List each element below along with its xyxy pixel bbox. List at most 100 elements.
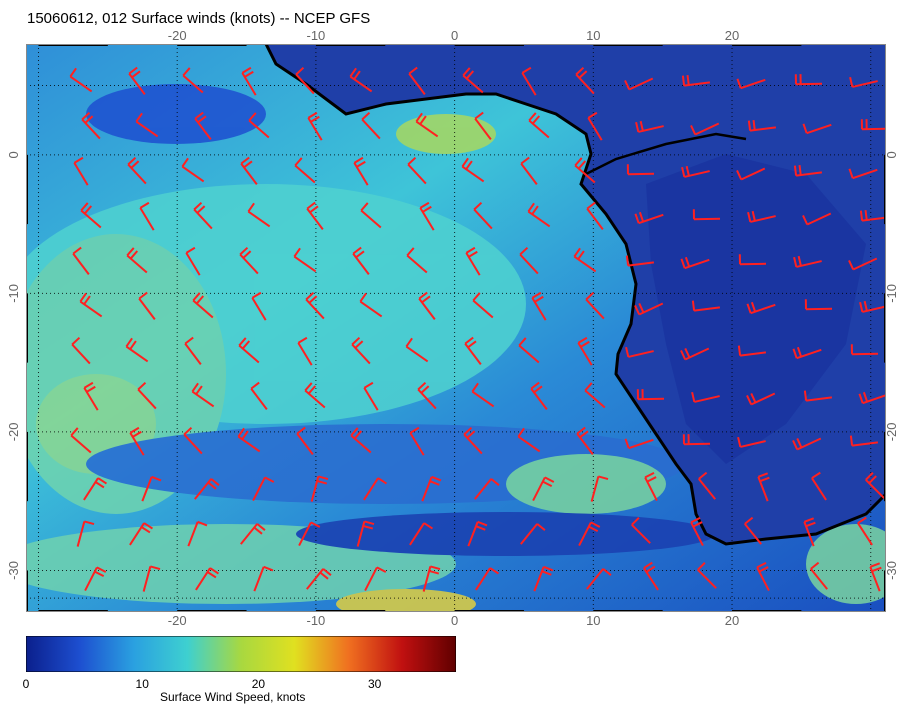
wind-barb bbox=[79, 292, 103, 318]
wind-barb bbox=[125, 337, 149, 363]
wind-barb bbox=[517, 427, 541, 453]
wind-barb bbox=[238, 337, 260, 364]
wind-barb bbox=[405, 337, 429, 363]
wind-barb bbox=[527, 202, 551, 228]
wind-barb bbox=[250, 381, 268, 410]
colorbar-label-text: Surface Wind Speed, knots bbox=[160, 690, 306, 704]
wind-barb bbox=[624, 438, 654, 450]
wind-barb bbox=[794, 74, 823, 86]
wind-barb bbox=[73, 156, 89, 186]
wind-barb bbox=[802, 212, 832, 226]
wind-barb bbox=[644, 471, 658, 502]
wind-barb bbox=[350, 427, 372, 454]
wind-barb bbox=[195, 567, 220, 591]
wind-barb bbox=[736, 78, 766, 90]
wind-barb bbox=[869, 562, 882, 592]
colorbar-tick: 0 bbox=[23, 677, 30, 691]
wind-barb bbox=[473, 201, 493, 230]
lat-tick-right: -20 bbox=[884, 423, 899, 442]
lat-tick-left: 0 bbox=[6, 151, 21, 158]
wind-speed-field bbox=[26, 84, 886, 612]
wind-barb bbox=[464, 336, 482, 365]
colorbar bbox=[26, 636, 456, 672]
wind-barb bbox=[138, 291, 156, 320]
wind-barb bbox=[691, 391, 720, 403]
wind-barb bbox=[691, 300, 721, 312]
wind-barb bbox=[135, 112, 159, 138]
wind-barb bbox=[680, 256, 710, 270]
wind-barb bbox=[352, 246, 370, 275]
wind-barb bbox=[187, 520, 208, 547]
wind-barb bbox=[252, 476, 275, 502]
wind-barb bbox=[83, 381, 99, 411]
wind-barb bbox=[635, 120, 664, 133]
wind-barb bbox=[746, 301, 776, 315]
wind-barb bbox=[141, 475, 162, 502]
wind-barb bbox=[848, 257, 878, 271]
wind-barb bbox=[363, 477, 388, 501]
wind-barb bbox=[253, 565, 274, 592]
wind-barb bbox=[586, 201, 604, 230]
wind-barb bbox=[472, 292, 494, 319]
wind-barb bbox=[849, 435, 879, 447]
wind-barb bbox=[746, 392, 776, 406]
wind-barb bbox=[248, 112, 270, 139]
colorbar-tick: 30 bbox=[368, 677, 382, 691]
wind-barb bbox=[811, 471, 827, 501]
wind-barb bbox=[849, 76, 878, 88]
wind-barb bbox=[575, 66, 595, 95]
wind-barb bbox=[71, 336, 91, 365]
wind-barb bbox=[624, 77, 654, 91]
wind-barb bbox=[810, 561, 828, 590]
wind-barb bbox=[409, 522, 434, 546]
wind-barb bbox=[69, 67, 93, 93]
wind-barb bbox=[737, 436, 766, 448]
wind-barb bbox=[418, 291, 436, 320]
wind-barb bbox=[577, 336, 593, 366]
wind-barb bbox=[409, 426, 425, 456]
wind-barb bbox=[361, 111, 381, 140]
wind-barb bbox=[698, 471, 716, 500]
colorbar-tick: 20 bbox=[252, 677, 266, 691]
lat-tick-left: -10 bbox=[6, 284, 21, 303]
map-border bbox=[26, 44, 886, 612]
wind-barb bbox=[305, 291, 325, 320]
wind-barb bbox=[76, 520, 95, 547]
wind-barb bbox=[519, 246, 539, 275]
coastline-gulf bbox=[585, 132, 747, 176]
wind-barb bbox=[521, 66, 537, 96]
wind-barb bbox=[858, 391, 886, 405]
wind-barb bbox=[306, 568, 332, 590]
lon-tick-bottom: 10 bbox=[586, 613, 600, 628]
graticule bbox=[26, 44, 886, 612]
wind-barb bbox=[747, 210, 776, 223]
wind-barb bbox=[72, 246, 90, 275]
wind-barb bbox=[185, 246, 201, 276]
wind-barb bbox=[474, 478, 500, 500]
wind-barb bbox=[848, 168, 878, 180]
wind-barb bbox=[307, 111, 323, 141]
wind-barb bbox=[625, 255, 655, 267]
wind-barb bbox=[463, 426, 483, 455]
coastline bbox=[264, 44, 886, 546]
wind-barb bbox=[574, 157, 596, 184]
wind-barb bbox=[126, 247, 148, 274]
wind-barb bbox=[634, 211, 664, 225]
wind-barb bbox=[643, 561, 659, 591]
wind-barb bbox=[240, 523, 266, 545]
wind-barb bbox=[237, 427, 261, 453]
lon-tick-top: -10 bbox=[307, 28, 326, 43]
wind-barb bbox=[757, 472, 770, 502]
wind-barb bbox=[859, 300, 886, 313]
wind-barb bbox=[181, 157, 205, 183]
wind-barb bbox=[530, 381, 548, 410]
wind-barb bbox=[191, 382, 215, 408]
wind-barb bbox=[803, 390, 833, 402]
wind-barb bbox=[520, 156, 538, 185]
wind-barb bbox=[590, 475, 609, 502]
wind-barb bbox=[310, 475, 329, 502]
wind-barb bbox=[360, 202, 382, 229]
wind-barb bbox=[364, 566, 387, 592]
wind-barb bbox=[747, 119, 777, 132]
wind-barb bbox=[351, 336, 371, 365]
